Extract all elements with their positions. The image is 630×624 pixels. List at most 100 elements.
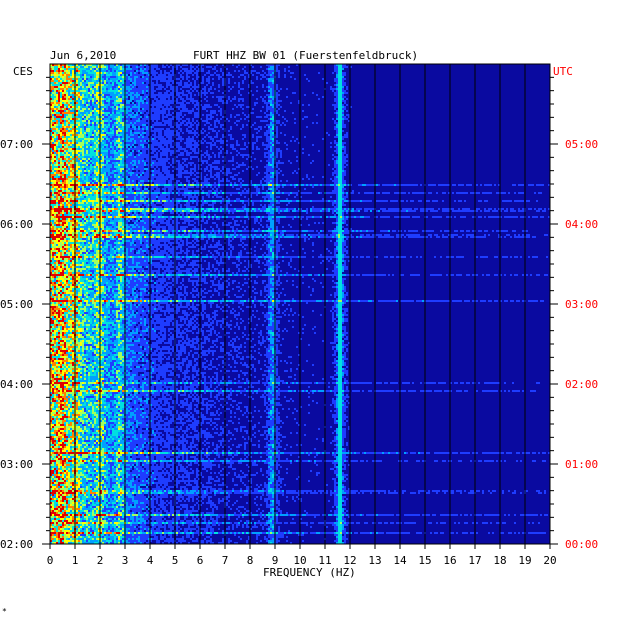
heatmap-cell bbox=[100, 158, 102, 160]
heatmap-cell bbox=[94, 110, 96, 112]
heatmap-cell bbox=[96, 128, 98, 130]
heatmap-cell bbox=[62, 78, 64, 80]
heatmap-cell bbox=[138, 148, 140, 150]
heatmap-cell bbox=[94, 160, 96, 162]
heatmap-cell bbox=[80, 90, 82, 92]
heatmap-cell bbox=[50, 148, 52, 150]
heatmap-cell bbox=[136, 166, 138, 168]
heatmap-cell bbox=[228, 78, 230, 80]
heatmap-cell bbox=[220, 170, 222, 172]
heatmap-cell bbox=[138, 78, 140, 80]
heatmap-cell bbox=[120, 130, 122, 132]
heatmap-cell bbox=[266, 74, 268, 76]
heatmap-cell bbox=[334, 108, 336, 110]
heatmap-cell bbox=[100, 142, 102, 144]
heatmap-cell bbox=[268, 156, 270, 158]
heatmap-cell bbox=[66, 112, 68, 114]
heatmap-cell bbox=[136, 102, 138, 104]
heatmap-cell bbox=[142, 74, 144, 76]
heatmap-cell bbox=[152, 70, 154, 72]
heatmap-cell bbox=[192, 110, 194, 112]
heatmap-cell bbox=[116, 158, 118, 160]
heatmap-cell bbox=[92, 126, 94, 128]
heatmap-cell bbox=[84, 112, 86, 114]
heatmap-cell bbox=[172, 94, 174, 96]
heatmap-cell bbox=[342, 166, 344, 168]
heatmap-cell bbox=[92, 176, 94, 178]
heatmap-cell bbox=[196, 128, 198, 130]
heatmap-cell bbox=[92, 170, 94, 172]
heatmap-cell bbox=[90, 64, 92, 66]
heatmap-cell bbox=[86, 176, 88, 178]
heatmap-cell bbox=[176, 82, 178, 84]
heatmap-cell bbox=[334, 140, 336, 142]
heatmap-cell bbox=[144, 84, 146, 86]
heatmap-cell bbox=[272, 98, 274, 100]
heatmap-cell bbox=[146, 102, 148, 104]
heatmap-cell bbox=[138, 176, 140, 178]
heatmap-cell bbox=[64, 160, 66, 162]
heatmap-cell bbox=[196, 120, 198, 122]
heatmap-cell bbox=[220, 118, 222, 120]
heatmap-cell bbox=[184, 110, 186, 112]
heatmap-cell bbox=[52, 118, 54, 120]
heatmap-cell bbox=[122, 110, 124, 112]
heatmap-cell bbox=[138, 100, 140, 102]
heatmap-cell bbox=[100, 138, 102, 140]
heatmap-cell bbox=[102, 70, 104, 72]
heatmap-cell bbox=[110, 132, 112, 134]
heatmap-cell bbox=[194, 174, 196, 176]
heatmap-cell bbox=[70, 148, 72, 150]
heatmap-cell bbox=[348, 116, 350, 118]
heatmap-cell bbox=[56, 92, 58, 94]
heatmap-cell bbox=[338, 146, 340, 148]
heatmap-cell bbox=[252, 168, 254, 170]
heatmap-cell bbox=[278, 72, 280, 74]
heatmap-cell bbox=[222, 82, 224, 84]
heatmap-cell bbox=[184, 176, 186, 178]
heatmap-cell bbox=[116, 146, 118, 148]
heatmap-cell bbox=[268, 124, 270, 126]
heatmap-cell bbox=[242, 126, 244, 128]
heatmap-cell bbox=[166, 84, 168, 86]
heatmap-cell bbox=[102, 140, 104, 142]
heatmap-cell bbox=[86, 82, 88, 84]
heatmap-cell bbox=[130, 100, 132, 102]
heatmap-cell bbox=[110, 90, 112, 92]
heatmap-cell bbox=[152, 166, 154, 168]
heatmap-cell bbox=[62, 164, 64, 166]
heatmap-cell bbox=[166, 94, 168, 96]
heatmap-cell bbox=[72, 168, 74, 170]
heatmap-cell bbox=[142, 80, 144, 82]
heatmap-cell bbox=[96, 148, 98, 150]
heatmap-cell bbox=[98, 78, 100, 80]
heatmap-cell bbox=[54, 90, 56, 92]
heatmap-cell bbox=[146, 160, 148, 162]
heatmap-cell bbox=[248, 166, 250, 168]
heatmap-cell bbox=[160, 138, 162, 140]
heatmap-cell bbox=[208, 70, 210, 72]
heatmap-cell bbox=[146, 90, 148, 92]
heatmap-cell bbox=[154, 84, 156, 86]
heatmap-cell bbox=[114, 104, 116, 106]
heatmap-cell bbox=[118, 152, 120, 154]
heatmap-cell bbox=[106, 154, 108, 156]
heatmap-cell bbox=[108, 142, 110, 144]
heatmap-cell bbox=[148, 140, 150, 142]
heatmap-cell bbox=[136, 88, 138, 90]
heatmap-cell bbox=[110, 94, 112, 96]
heatmap-cell bbox=[56, 100, 58, 102]
heatmap-cell bbox=[282, 116, 284, 118]
heatmap-cell bbox=[86, 96, 88, 98]
heatmap-cell bbox=[136, 140, 138, 142]
heatmap-cell bbox=[100, 168, 102, 170]
heatmap-cell bbox=[60, 110, 62, 112]
heatmap-cell bbox=[132, 134, 134, 136]
heatmap-cell bbox=[138, 122, 140, 124]
heatmap-cell bbox=[110, 118, 112, 120]
heatmap-cell bbox=[86, 138, 88, 140]
heatmap-cell bbox=[68, 100, 70, 102]
heatmap-cell bbox=[284, 134, 286, 136]
heatmap-cell bbox=[120, 88, 122, 90]
heatmap-cell bbox=[168, 130, 170, 132]
